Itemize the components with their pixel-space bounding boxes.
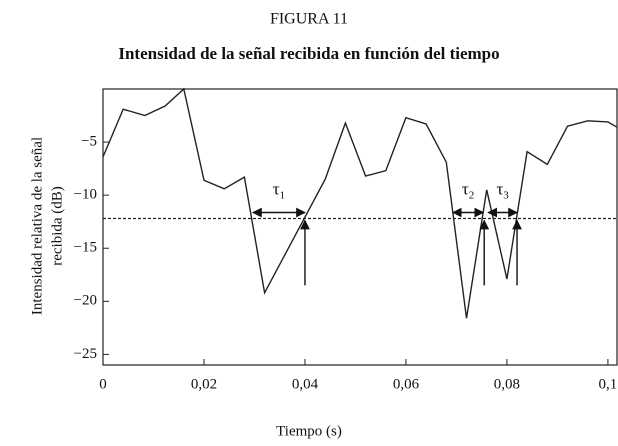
interval-symbol: τ	[462, 179, 469, 198]
y-tick-label: −20	[74, 293, 97, 309]
x-tick-label: 0	[99, 376, 107, 392]
y-tick-label: −10	[74, 187, 97, 203]
x-axis-label: Tiempo (s)	[276, 423, 342, 439]
y-tick-label: −25	[74, 346, 97, 362]
interval-symbol: τ	[496, 179, 503, 198]
x-tick-label: 0,02	[191, 376, 217, 392]
interval-label: τ1	[273, 179, 285, 201]
plot-frame	[102, 88, 618, 366]
y-axis-label: Intensidad relativa de la señal	[29, 137, 45, 315]
interval-symbol: τ	[273, 179, 280, 198]
x-tick-label: 0,04	[292, 376, 319, 392]
x-tick-label: 0,1	[599, 376, 618, 392]
y-axis-label: recibida (dB)	[49, 186, 65, 266]
interval-label: τ3	[496, 179, 509, 201]
x-tick-label: 0,06	[393, 376, 420, 392]
y-tick-label: −15	[74, 240, 97, 256]
chart-title: Intensidad de la señal recibida en funci…	[118, 44, 499, 63]
figure-label: FIGURA 11	[270, 11, 348, 28]
interval-subscript: 1	[280, 189, 286, 201]
data-line	[102, 87, 618, 319]
interval-subscript: 2	[469, 189, 475, 201]
x-tick-label: 0,08	[494, 376, 520, 392]
y-tick-label: −5	[81, 134, 97, 150]
interval-label: τ2	[462, 179, 474, 201]
interval-subscript: 3	[503, 189, 509, 201]
